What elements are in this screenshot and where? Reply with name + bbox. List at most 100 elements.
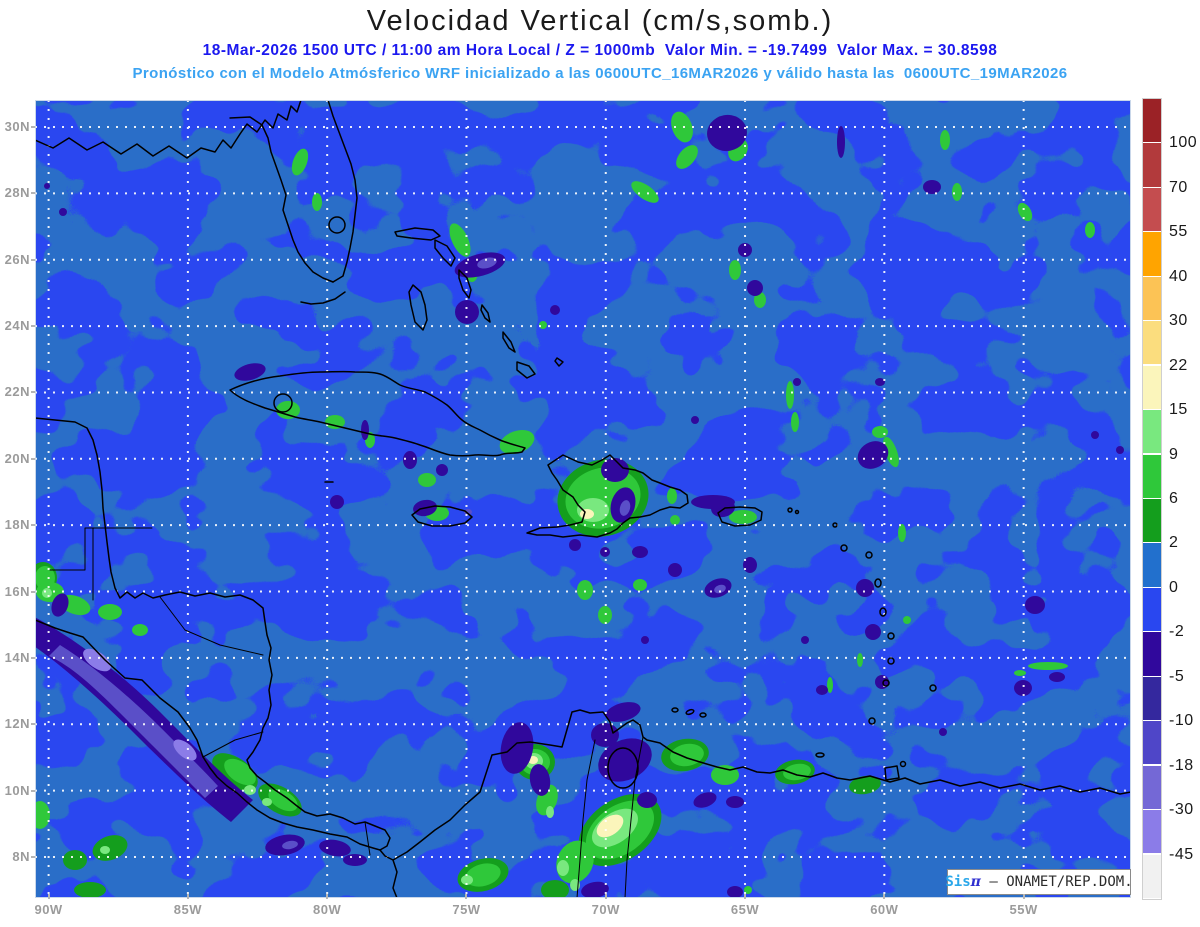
coastline-florida-east bbox=[327, 99, 358, 283]
lon-tick bbox=[883, 894, 886, 899]
coastline-lesser-antilles bbox=[324, 481, 937, 781]
lon-tick-label: 65W bbox=[730, 902, 760, 917]
model-info-subtitle: Pronóstico con el Modelo Atmósferico WRF… bbox=[132, 65, 1068, 82]
colorbar-segment bbox=[1143, 321, 1161, 365]
lat-tick bbox=[31, 391, 35, 394]
border-honduras-nicaragua bbox=[159, 596, 264, 656]
border-panama-colombia bbox=[364, 821, 371, 856]
lon-tick bbox=[744, 894, 747, 899]
colorbar-segment bbox=[1143, 810, 1161, 854]
colorbar-label: 55 bbox=[1169, 223, 1188, 241]
light-violet-patches bbox=[83, 648, 197, 761]
lon-tick bbox=[326, 894, 329, 899]
colorbar-label: -10 bbox=[1169, 712, 1194, 730]
lat-tick-label: 20N bbox=[4, 450, 30, 466]
coastline-bahamas-cat bbox=[480, 304, 491, 323]
map-frame bbox=[35, 100, 1131, 898]
coastline-jamaica bbox=[411, 505, 473, 527]
watermark-credit: – ONAMET/REP.DOM. bbox=[980, 874, 1133, 890]
colorbar-segment bbox=[1143, 543, 1161, 587]
coastline-cuba bbox=[229, 370, 526, 457]
coastline-great-inagua bbox=[516, 361, 536, 379]
colorbar-segment bbox=[1143, 854, 1161, 898]
colorbar-label: -2 bbox=[1169, 623, 1185, 641]
lon-tick bbox=[465, 894, 468, 899]
lon-tick bbox=[1022, 894, 1025, 899]
lat-tick bbox=[31, 855, 35, 858]
lat-tick bbox=[31, 258, 35, 261]
lon-tick-label: 85W bbox=[173, 902, 202, 917]
coastline-pacific-centam bbox=[34, 619, 381, 851]
colorbar-segment bbox=[1143, 276, 1161, 320]
lat-tick-label: 8N bbox=[12, 848, 30, 864]
colorbar-label: -30 bbox=[1169, 801, 1194, 819]
colorbar-label: 40 bbox=[1169, 267, 1188, 285]
watermark-box: Sis π – ONAMET/REP.DOM. bbox=[945, 869, 1133, 895]
colorbar-segment bbox=[1143, 765, 1161, 809]
watermark-pi-icon: π bbox=[970, 874, 981, 890]
lon-tick-label: 55W bbox=[1009, 902, 1038, 917]
lat-tick bbox=[31, 325, 35, 328]
colorbar-label: -18 bbox=[1169, 756, 1194, 774]
border-nicaragua-costarica bbox=[202, 731, 264, 758]
lake-okeechobee bbox=[328, 216, 346, 234]
lat-tick-label: 22N bbox=[4, 384, 30, 400]
colorbar-label: 0 bbox=[1169, 578, 1179, 596]
coastline-gulf-coast bbox=[34, 99, 302, 159]
coastline-south-america bbox=[392, 709, 1132, 861]
colorbar-segment bbox=[1143, 143, 1161, 187]
colorbar-segment bbox=[1143, 410, 1161, 454]
colorbar-label: 70 bbox=[1169, 178, 1188, 196]
lon-tick-label: 90W bbox=[34, 902, 63, 917]
lat-tick-label: 18N bbox=[4, 517, 30, 533]
colorbar-segment bbox=[1143, 632, 1161, 676]
colorbar-segment bbox=[1143, 99, 1161, 143]
lon-tick bbox=[186, 894, 189, 899]
lat-tick-label: 24N bbox=[4, 318, 30, 334]
colorbar bbox=[1142, 98, 1162, 900]
coastline-bahamas-long-island bbox=[502, 331, 516, 353]
lat-tick-label: 14N bbox=[4, 649, 30, 665]
coastline-isla-juventud bbox=[273, 393, 293, 413]
lat-tick bbox=[31, 524, 35, 527]
coastline-hispaniola bbox=[526, 454, 689, 538]
lat-tick bbox=[31, 789, 35, 792]
watermark-brand: Sis bbox=[945, 874, 971, 890]
lat-tick-label: 26N bbox=[4, 251, 30, 267]
coastline-turks bbox=[554, 357, 564, 367]
colorbar-label: 9 bbox=[1169, 445, 1179, 463]
coastline-florida-keys bbox=[300, 291, 346, 305]
colorbar-label: -45 bbox=[1169, 845, 1194, 863]
coastline-bahamas-eleuthera bbox=[458, 269, 472, 299]
colorbar-segment bbox=[1143, 365, 1161, 409]
lat-tick bbox=[31, 590, 35, 593]
border-belize bbox=[49, 527, 153, 601]
border-colombia-interior bbox=[624, 736, 644, 899]
colorbar-segment bbox=[1143, 499, 1161, 543]
lon-tick bbox=[47, 894, 50, 899]
coastline-florida-west bbox=[229, 116, 334, 283]
lat-tick-label: 28N bbox=[4, 185, 30, 201]
violet-patches bbox=[49, 257, 726, 850]
lat-tick bbox=[31, 457, 35, 460]
coastline-bahamas-andros bbox=[408, 284, 428, 331]
lon-tick-label: 60W bbox=[870, 902, 899, 917]
colorbar-segment bbox=[1143, 454, 1161, 498]
colorbar-segment bbox=[1143, 187, 1161, 232]
colorbar-label: 30 bbox=[1169, 312, 1188, 330]
lat-tick-label: 16N bbox=[4, 583, 30, 599]
colorbar-label: -5 bbox=[1169, 667, 1185, 685]
contour-fill-layer bbox=[25, 100, 1131, 900]
colorbar-label: 22 bbox=[1169, 356, 1188, 374]
coastline-layer bbox=[34, 99, 1132, 899]
lat-tick-label: 30N bbox=[4, 119, 30, 134]
colorbar-segment bbox=[1143, 721, 1161, 765]
lon-tick-label: 75W bbox=[452, 902, 481, 917]
lat-tick bbox=[31, 656, 35, 659]
lat-tick-label: 12N bbox=[4, 716, 30, 732]
colorbar-label: 100 bbox=[1169, 134, 1198, 152]
coastline-bahamas-abaco bbox=[434, 239, 456, 267]
border-colombia-venezuela bbox=[576, 739, 596, 899]
valid-time-subtitle: 18-Mar-2026 1500 UTC / 11:00 am Hora Loc… bbox=[202, 42, 998, 59]
